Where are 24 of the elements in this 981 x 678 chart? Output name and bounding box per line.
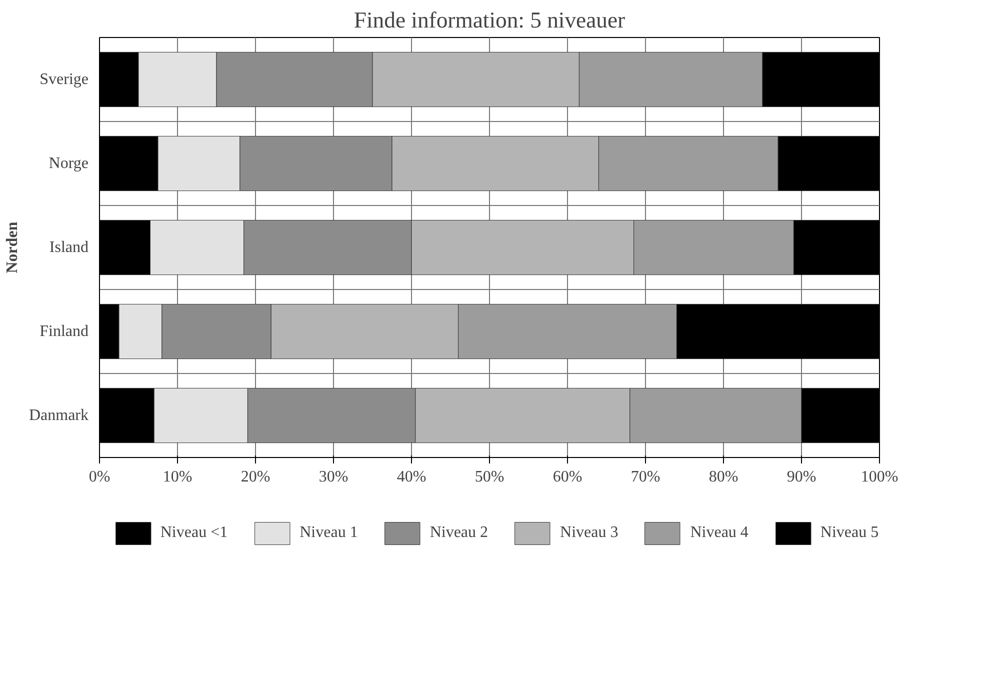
chart-title: Finde information: 5 niveauer bbox=[354, 8, 626, 32]
x-tick-label: 60% bbox=[552, 468, 582, 486]
y-tick-label: Island bbox=[49, 239, 89, 256]
x-tick-label: 90% bbox=[786, 468, 816, 486]
legend-label: Niveau 5 bbox=[820, 524, 879, 542]
x-tick-label: 20% bbox=[240, 468, 270, 486]
y-tick-label: Sverige bbox=[40, 71, 88, 88]
legend-label: Niveau 2 bbox=[430, 524, 488, 542]
x-tick-label: 10% bbox=[162, 468, 192, 486]
x-tick-label: 40% bbox=[396, 468, 426, 486]
x-tick-label: 80% bbox=[708, 468, 738, 486]
x-tick-label: 100% bbox=[860, 468, 898, 486]
x-tick-label: 0% bbox=[88, 468, 110, 486]
x-tick-label: 50% bbox=[474, 468, 504, 486]
legend-label: Niveau 4 bbox=[690, 524, 748, 542]
legend-label: Niveau 1 bbox=[300, 524, 358, 542]
legend-label: Niveau <1 bbox=[160, 524, 228, 542]
x-tick-label: 70% bbox=[630, 468, 660, 486]
x-tick-label: 30% bbox=[318, 468, 348, 486]
y-tick-label: Finland bbox=[40, 323, 88, 340]
y-tick-label: Norge bbox=[48, 155, 89, 172]
legend-label: Niveau 3 bbox=[560, 524, 618, 542]
y-axis-title: Norden bbox=[4, 222, 21, 274]
y-tick-label: Danmark bbox=[28, 407, 88, 424]
